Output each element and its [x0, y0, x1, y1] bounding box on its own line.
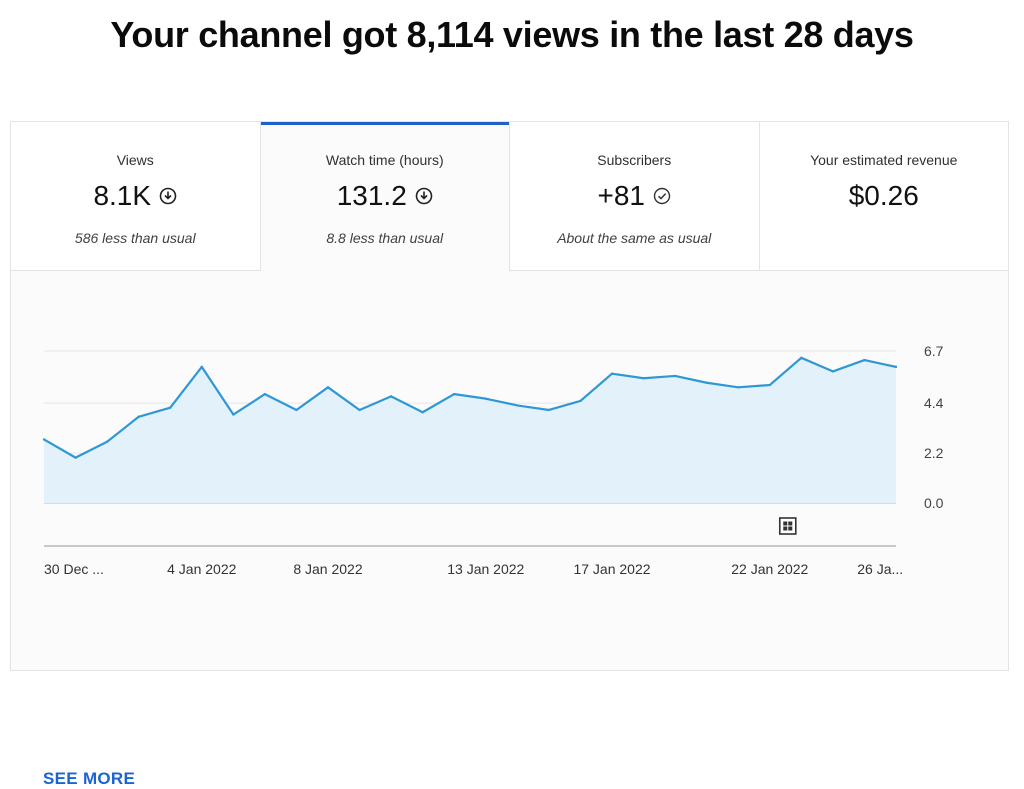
watch-time-chart: 6.7 4.4 2.2 0.0 30 Dec ... 4 Jan 2022 8 Jan 20… — [42, 343, 944, 577]
card-value-row: $0.26 — [760, 180, 1009, 212]
data-point — [894, 365, 898, 369]
card-value-row: 8.1K — [11, 180, 260, 212]
y-tick-label: 4.4 — [924, 395, 944, 411]
card-active-indicator — [11, 122, 260, 125]
card-note: 8.8 less than usual — [326, 230, 444, 246]
data-point — [705, 381, 708, 384]
x-tick-label: 8 Jan 2022 — [293, 561, 362, 577]
data-point — [42, 438, 46, 441]
data-point — [326, 386, 330, 389]
data-point — [105, 440, 109, 443]
down-circle-icon — [159, 187, 177, 205]
grid-badge-icon-cell — [783, 526, 788, 531]
data-point — [516, 404, 519, 407]
card-active-indicator — [260, 122, 509, 125]
card-active-indicator — [760, 122, 1009, 125]
data-point — [673, 374, 677, 378]
card-label: Watch time (hours) — [325, 152, 444, 168]
x-tick-label: 17 Jan 2022 — [573, 561, 650, 577]
card-label: Your estimated revenue — [810, 152, 958, 168]
x-tick-label: 22 Jan 2022 — [731, 561, 808, 577]
data-point — [263, 392, 267, 396]
grid-badge-icon-cell — [783, 521, 788, 526]
data-point — [737, 386, 740, 389]
chart-area: 6.7 4.4 2.2 0.0 30 Dec ... 4 Jan 2022 8 Jan 20… — [11, 271, 1008, 788]
y-tick-label: 2.2 — [924, 445, 944, 461]
data-point — [200, 365, 203, 369]
data-point — [863, 358, 866, 362]
card-label: Subscribers — [597, 152, 672, 168]
data-point — [768, 383, 771, 387]
x-tick-label: 4 Jan 2022 — [167, 561, 236, 577]
card-active-indicator — [510, 122, 759, 125]
x-tick-label: 26 Ja... — [857, 561, 903, 577]
card-label: Views — [116, 152, 154, 168]
grid-badge-icon-cell — [788, 521, 793, 526]
data-point — [453, 392, 456, 396]
data-point — [610, 372, 614, 375]
card-note: About the same as usual — [557, 230, 712, 246]
data-point — [295, 408, 298, 412]
analytics-panel: Views 8.1K 586 less than usual Watch tim… — [10, 121, 1009, 788]
data-point — [579, 399, 582, 403]
grid-badge-icon — [778, 517, 797, 535]
card-value: $0.26 — [848, 180, 919, 211]
metric-cards: Views 8.1K 586 less than usual Watch tim… — [11, 122, 1008, 271]
y-tick-label: 6.7 — [924, 343, 944, 359]
page-headline: Your channel got 8,114 views in the last… — [110, 14, 914, 55]
data-point — [169, 406, 172, 409]
down-circle-icon — [415, 187, 433, 205]
card-views[interactable]: Views 8.1K 586 less than usual — [11, 122, 261, 271]
card-value: 8.1K — [93, 180, 152, 211]
card-subscribers[interactable]: Subscribers +81 About the same as usual — [510, 122, 760, 271]
x-tick-label: 30 Dec ... — [44, 561, 104, 577]
card-watch-time[interactable]: Watch time (hours) 131.2 8.8 less than u… — [260, 122, 510, 271]
data-point — [642, 377, 645, 380]
data-point — [74, 456, 77, 459]
card-value-row: +81 — [510, 180, 759, 212]
card-value: 131.2 — [336, 180, 407, 211]
data-point — [484, 397, 487, 400]
card-value-row: 131.2 — [261, 180, 510, 212]
series-line — [43, 356, 897, 459]
card-revenue[interactable]: Your estimated revenue $0.26 — [759, 122, 1009, 271]
data-point — [421, 411, 424, 414]
data-point — [831, 370, 835, 373]
data-point — [232, 413, 235, 416]
data-point — [137, 415, 140, 418]
series-area — [44, 357, 896, 503]
data-point — [389, 395, 393, 398]
data-point — [547, 408, 551, 412]
y-tick-label: 0.0 — [924, 495, 944, 511]
data-point — [800, 356, 803, 360]
check-circle-icon — [653, 187, 671, 205]
data-point — [358, 408, 361, 412]
see-more-link[interactable]: SEE MORE — [43, 769, 136, 788]
card-value: +81 — [597, 180, 646, 211]
grid-badge-icon-cell — [788, 526, 793, 531]
card-note: 586 less than usual — [74, 230, 196, 246]
x-tick-label: 13 Jan 2022 — [447, 561, 524, 577]
